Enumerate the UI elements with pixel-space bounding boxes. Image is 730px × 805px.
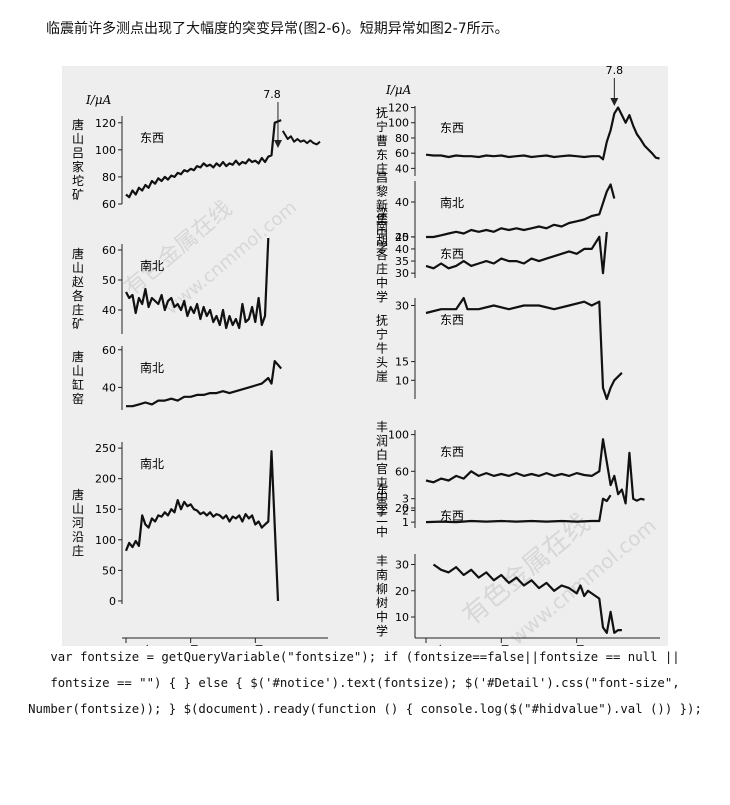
y-tick-label: 50 xyxy=(102,274,116,287)
x-tick-label: 1976年 xyxy=(409,643,448,646)
y-tick-label: 10 xyxy=(395,374,409,387)
y-tick-label: 80 xyxy=(102,171,116,184)
y-tick-label: 60 xyxy=(102,198,116,211)
direction-label: 东西 xyxy=(440,313,464,327)
direction-label: 东西 xyxy=(440,445,464,459)
y-tick-label: 250 xyxy=(95,442,116,455)
direction-label: 南北 xyxy=(140,456,164,471)
series-line xyxy=(125,237,270,330)
y-tick-label: 100 xyxy=(388,117,409,130)
station-label: 唐山吕家坨矿 xyxy=(72,117,84,202)
direction-label: 东西 xyxy=(440,247,464,261)
station-label: 唐山缸窑 xyxy=(72,349,84,406)
y-tick-label: 10 xyxy=(395,611,409,624)
y-tick-label: 120 xyxy=(95,117,116,130)
station-label: 抚宁牛头崖 xyxy=(376,314,388,384)
y-tick-label: 20 xyxy=(395,585,409,598)
watermark-cn: 有色金属在线 xyxy=(120,197,237,301)
series-line-post-event xyxy=(281,130,321,146)
y-tick-label: 35 xyxy=(395,255,409,268)
direction-label: 南北 xyxy=(140,258,164,273)
station-label: 东亭二中 xyxy=(376,483,388,539)
y-tick-label: 3 xyxy=(402,493,409,506)
y-tick-label: 60 xyxy=(395,465,409,478)
y-tick-label: 60 xyxy=(395,147,409,160)
series-line xyxy=(126,360,283,408)
y-tick-label: 40 xyxy=(395,243,409,256)
y-tick-label: 30 xyxy=(395,559,409,572)
y-tick-label: 30 xyxy=(395,267,409,280)
station-label: 滦南胡各庄中学 xyxy=(376,205,388,304)
series-line xyxy=(425,438,645,505)
event-marker-label: 7.8 xyxy=(263,88,281,101)
y-tick-label: 100 xyxy=(388,429,409,442)
y-tick-label: 0 xyxy=(109,595,116,608)
y-tick-label: 20 xyxy=(395,502,409,515)
y-tick-label: 30 xyxy=(395,299,409,312)
unit-label-right: I/μA xyxy=(385,83,412,97)
y-tick-label: 50 xyxy=(102,564,116,577)
x-tick-label: 7月 xyxy=(246,644,264,646)
direction-label: 南北 xyxy=(140,360,164,375)
series-line xyxy=(425,296,623,401)
y-tick-label: 40 xyxy=(102,381,116,394)
direction-label: 东西 xyxy=(440,121,464,135)
direction-label: 东西 xyxy=(140,131,164,145)
y-tick-label: 100 xyxy=(95,144,116,157)
station-label: 唐山赵各庄矿 xyxy=(72,246,84,331)
station-label: 抚宁曹东庄 xyxy=(376,106,388,176)
series-line xyxy=(125,119,282,199)
series-line xyxy=(425,494,612,524)
station-label: 丰润白官屯中学 xyxy=(376,420,388,518)
station-label: 昌黎新集中学 xyxy=(376,171,388,255)
x-tick-label: 1976年 xyxy=(116,643,155,646)
intro-text: 临震前许多测点出现了大幅度的突变异常(图2-6)。短期异常如图2-7所示。 xyxy=(46,21,509,37)
station-label: 丰南柳树中学 xyxy=(376,554,388,638)
y-tick-label: 60 xyxy=(102,344,116,357)
series-line xyxy=(425,231,608,275)
y-tick-label: 150 xyxy=(95,503,116,516)
y-tick-label: 40 xyxy=(102,304,116,317)
y-tick-label: 100 xyxy=(95,534,116,547)
x-tick-label: 7月 xyxy=(568,644,586,646)
y-tick-label: 200 xyxy=(95,473,116,486)
y-tick-label: 45 xyxy=(395,231,409,244)
event-arrow-head xyxy=(273,140,282,148)
leaked-script-text: var fontsize = getQueryVariable("fontsiz… xyxy=(28,650,702,716)
series-line xyxy=(425,106,660,161)
y-tick-label: 60 xyxy=(102,244,116,257)
x-tick-label: 6月 xyxy=(182,644,200,646)
event-marker-label: 7.8 xyxy=(606,66,624,77)
unit-label-left: I/μA xyxy=(85,93,112,107)
figure-2-7: 有色金属在线 www.cnmmol.com 有色金属在线 www.cnmmol.com… xyxy=(62,66,668,646)
y-tick-label: 20 xyxy=(395,231,409,244)
y-tick-label: 1 xyxy=(402,516,409,529)
y-tick-label: 40 xyxy=(395,196,409,209)
y-tick-label: 80 xyxy=(395,132,409,145)
y-tick-label: 2 xyxy=(402,504,409,517)
series-line xyxy=(432,563,622,634)
series-line xyxy=(124,450,280,601)
direction-label: 东西 xyxy=(440,509,464,523)
y-tick-label: 120 xyxy=(388,102,409,115)
x-tick-label: 6月 xyxy=(492,644,510,646)
y-tick-label: 40 xyxy=(395,162,409,175)
y-tick-label: 15 xyxy=(395,356,409,369)
event-arrow-head xyxy=(610,98,619,106)
direction-label: 南北 xyxy=(440,195,464,210)
station-label: 唐山河沿庄 xyxy=(72,487,84,558)
series-line xyxy=(426,183,616,239)
